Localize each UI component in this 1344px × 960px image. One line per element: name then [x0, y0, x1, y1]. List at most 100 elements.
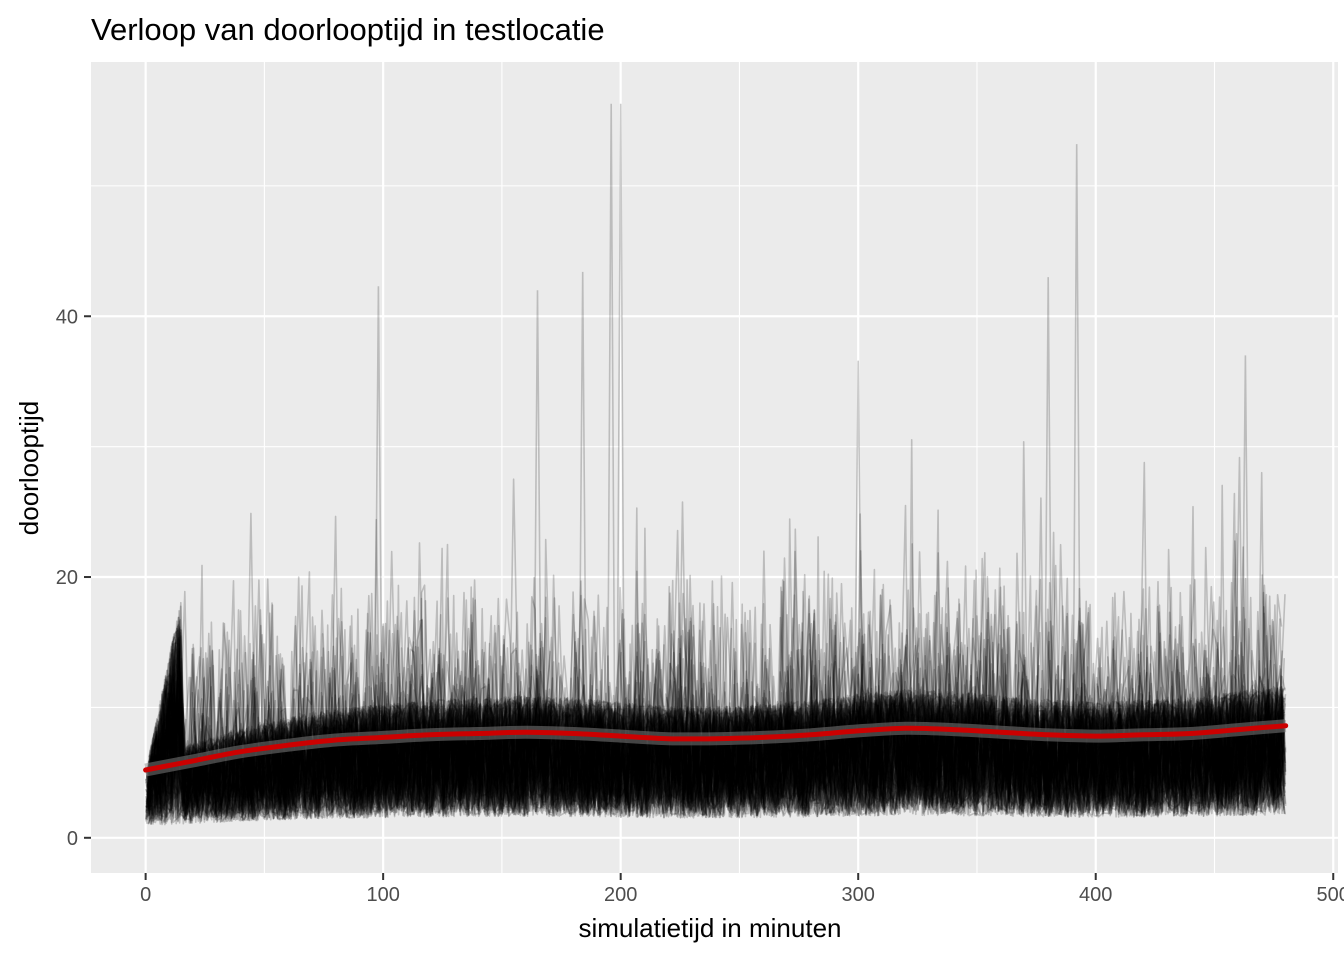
- replication-line: [146, 605, 1287, 823]
- replication-spike: [1241, 355, 1250, 730]
- smooth-line: [143, 723, 1289, 773]
- chart-title: Verloop van doorlooptijd in testlocatie: [91, 12, 605, 47]
- replication-line: [148, 578, 1286, 821]
- x-tick-label: 400: [1079, 884, 1112, 906]
- replication-line: [147, 456, 1286, 822]
- replication-line: [147, 579, 1285, 825]
- replication-line: [147, 552, 1286, 820]
- x-axis-title: simulatietijd in minuten: [578, 913, 841, 943]
- replication-line: [147, 529, 1284, 819]
- replication-line: [144, 598, 1284, 819]
- replication-line: [146, 518, 1287, 822]
- replication-line: [147, 596, 1283, 824]
- replication-line: [145, 616, 1285, 824]
- replication-line: [146, 560, 1283, 818]
- replication-line: [147, 606, 1283, 825]
- x-tick-label: 100: [366, 884, 399, 906]
- replication-line: [145, 504, 1285, 822]
- replication-spike: [533, 290, 542, 733]
- replication-line: [146, 584, 1283, 819]
- replication-line: [145, 492, 1287, 822]
- replication-line: [147, 548, 1285, 822]
- replication-line: [148, 586, 1284, 823]
- replication-spike: [374, 286, 383, 738]
- replication-line: [146, 552, 1284, 822]
- x-tick-labels: 0 100 200 300 400 500: [140, 884, 1344, 906]
- x-tick-label: 0: [140, 884, 151, 906]
- replication-line: [145, 594, 1283, 824]
- replication-line: [146, 592, 1285, 819]
- replication-line: [145, 585, 1284, 820]
- replication-line: [145, 547, 1286, 819]
- replication-line: [147, 440, 1285, 823]
- y-tick-labels: 0 20 40: [56, 306, 78, 850]
- minor-gridlines: [91, 62, 1338, 873]
- replication-line: [148, 608, 1287, 824]
- replication-line: [146, 599, 1284, 822]
- replication-line: [146, 581, 1284, 821]
- replication-line: [147, 573, 1287, 825]
- replication-line: [147, 515, 1286, 818]
- replication-line: [148, 605, 1285, 821]
- y-axis-title: doorlooptijd: [14, 401, 44, 535]
- replication-line: [148, 603, 1283, 821]
- replication-line: [145, 578, 1286, 824]
- replication-line: [145, 543, 1287, 821]
- replication-line: [145, 471, 1284, 821]
- replication-spike: [616, 103, 625, 737]
- replication-line: [146, 622, 1285, 820]
- replication-line: [145, 614, 1284, 825]
- replication-spike: [1043, 277, 1053, 735]
- y-tick-label: 40: [56, 306, 78, 328]
- y-tick-label: 20: [56, 567, 78, 589]
- replication-line: [145, 505, 1283, 822]
- replication-line: [148, 532, 1285, 824]
- y-tick-label: 0: [67, 828, 78, 850]
- replication-line: [145, 588, 1285, 822]
- replication-line: [145, 609, 1285, 819]
- replication-line: [147, 580, 1285, 820]
- replication-line: [146, 585, 1285, 823]
- replication-spike: [1072, 144, 1082, 736]
- x-tick-label: 200: [604, 884, 637, 906]
- replication-line: [148, 599, 1286, 823]
- replication-line: [145, 536, 1283, 823]
- replication-line: [145, 557, 1287, 820]
- replication-line: [147, 601, 1284, 819]
- replication-line: [146, 583, 1287, 820]
- replication-line: [146, 570, 1285, 824]
- replication-line: [145, 576, 1284, 826]
- replication-line: [147, 550, 1287, 823]
- replication-line: [147, 624, 1286, 819]
- replication-line: [146, 586, 1287, 823]
- axis-ticks: [84, 315, 1335, 880]
- replication-line: [146, 579, 1286, 825]
- replication-line: [147, 497, 1283, 826]
- replication-line: [147, 575, 1287, 818]
- replication-line: [147, 625, 1286, 825]
- replication-spike: [853, 360, 863, 731]
- replication-line: [145, 577, 1284, 819]
- replication-spike: [606, 103, 616, 736]
- replication-line: [148, 613, 1286, 824]
- replication-line: [148, 578, 1283, 819]
- replication-line: [145, 551, 1286, 819]
- x-tick-label: 500: [1317, 884, 1344, 906]
- replication-line: [146, 438, 1286, 822]
- replication-line: [145, 528, 1285, 822]
- replication-line: [146, 542, 1285, 821]
- replication-line: [145, 591, 1286, 823]
- replication-line: [148, 594, 1286, 821]
- replication-spike: [578, 271, 587, 735]
- replication-line: [146, 607, 1283, 821]
- replication-line: [144, 461, 1281, 822]
- x-tick-label: 300: [842, 884, 875, 906]
- replication-line: [146, 615, 1283, 825]
- replication-line: [147, 611, 1284, 819]
- replication-line: [146, 590, 1287, 826]
- replication-line: [148, 567, 1286, 823]
- replication-line: [145, 543, 1283, 824]
- replication-line: [146, 584, 1284, 818]
- replication-line: [148, 622, 1286, 824]
